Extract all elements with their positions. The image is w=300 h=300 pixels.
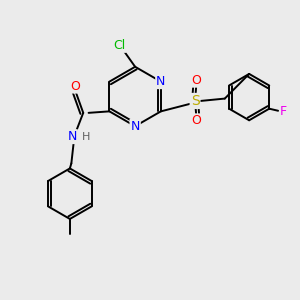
Text: S: S (191, 94, 200, 108)
Text: O: O (192, 74, 202, 87)
Text: O: O (70, 80, 80, 93)
Text: Cl: Cl (114, 39, 126, 52)
Text: N: N (156, 75, 166, 88)
Text: O: O (192, 114, 202, 128)
Text: N: N (130, 120, 140, 133)
Text: F: F (280, 105, 287, 118)
Text: H: H (82, 132, 90, 142)
Text: N: N (68, 130, 77, 143)
